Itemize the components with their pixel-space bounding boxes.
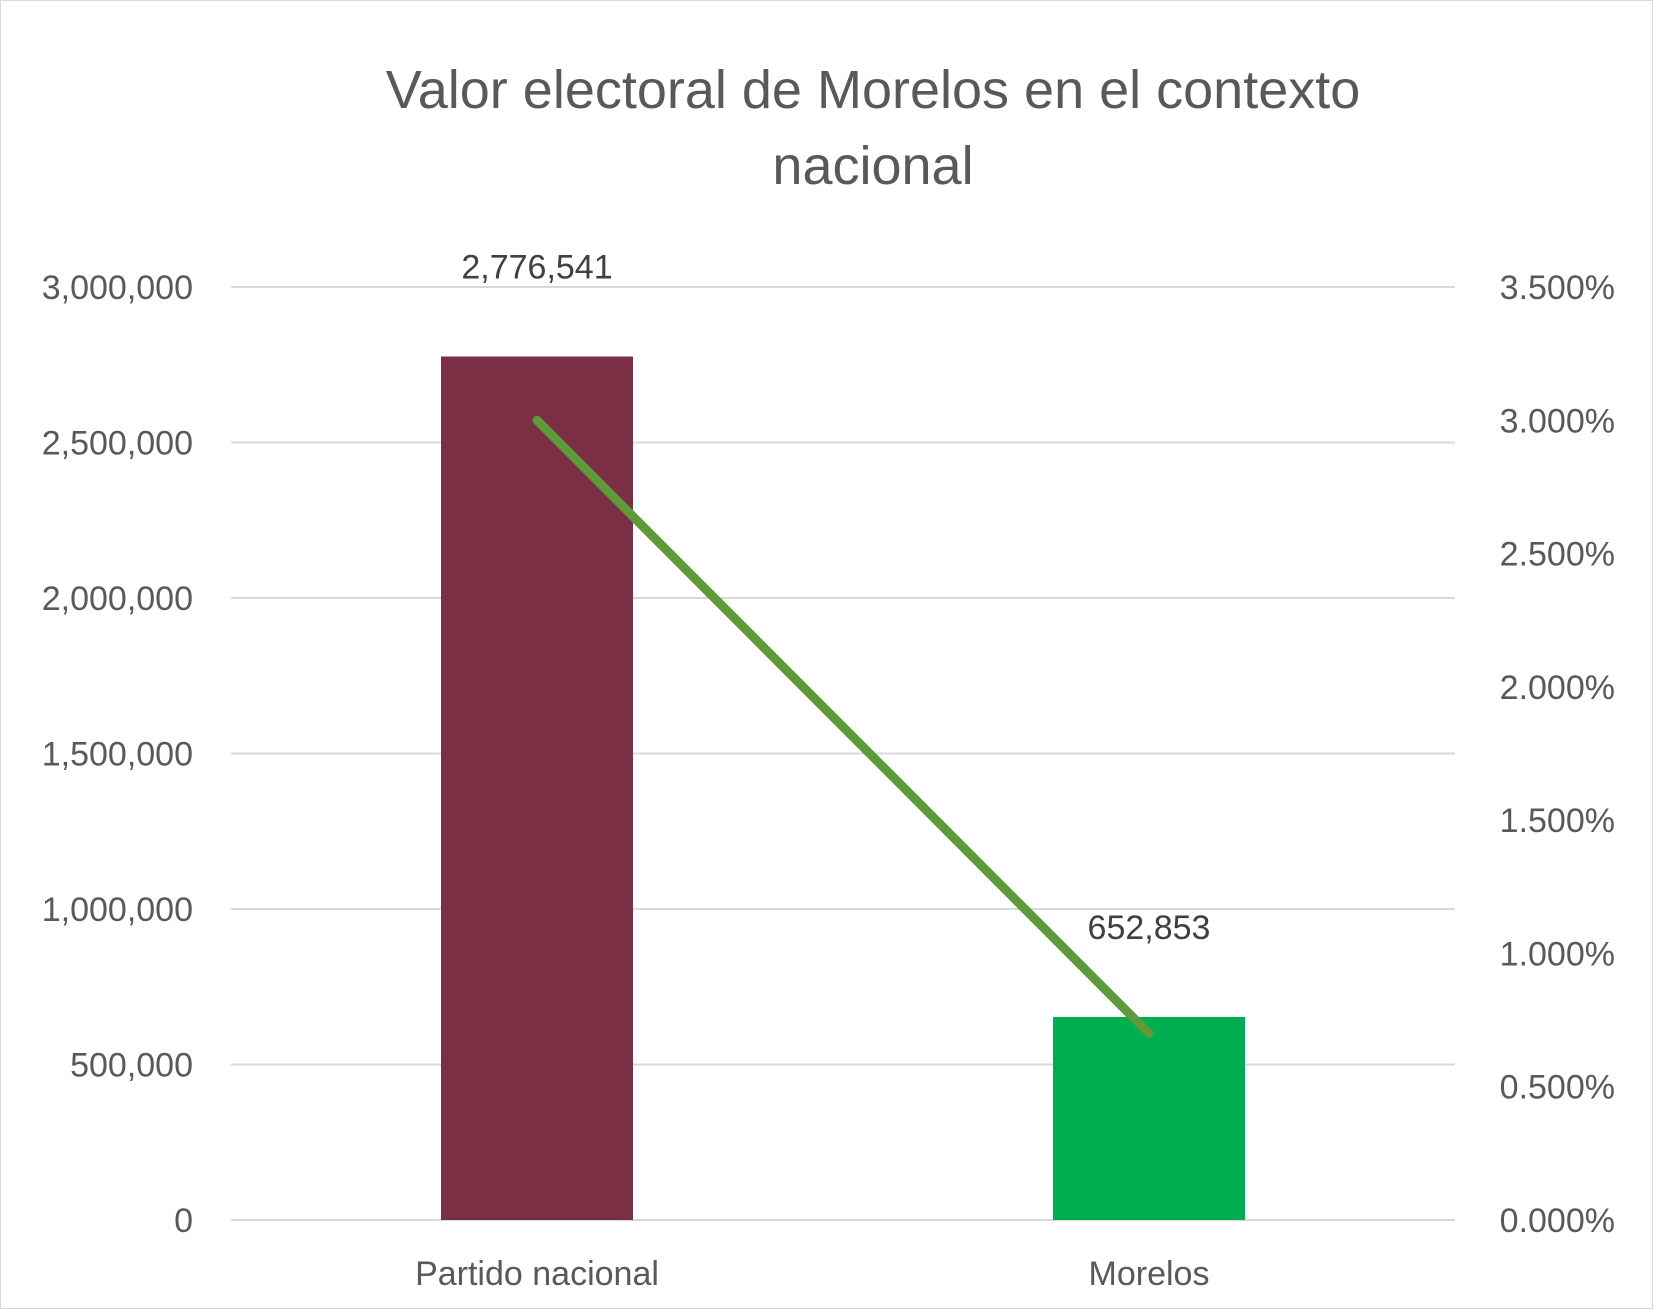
left-axis-tick-label: 3,000,000 — [42, 269, 193, 307]
chart-title-line-1: Valor electoral de Morelos en el context… — [386, 60, 1361, 120]
category-labels: Partido nacional Morelos — [415, 1255, 1209, 1293]
data-labels: 2,776,541 652,853 — [461, 248, 1210, 946]
right-axis-tick-label: 2.000% — [1500, 669, 1615, 707]
right-axis-tick-label: 0.500% — [1500, 1069, 1615, 1107]
right-axis-tick-label: 1.000% — [1500, 935, 1615, 973]
left-axis-tick-label: 1,000,000 — [42, 891, 193, 929]
bar-series — [441, 356, 1245, 1221]
left-axis-tick-label: 1,500,000 — [42, 736, 193, 774]
left-axis-tick-labels: 0 500,000 1,000,000 1,500,000 2,000,000 2,500… — [42, 269, 193, 1240]
chart-title: Valor electoral de Morelos en el context… — [386, 60, 1361, 196]
bar-data-label: 652,853 — [1088, 909, 1211, 947]
gridlines — [231, 286, 1455, 1221]
line-series — [532, 415, 1154, 1038]
category-label: Partido nacional — [415, 1255, 659, 1293]
chart-title-line-2: nacional — [772, 136, 973, 196]
category-label: Morelos — [1089, 1255, 1210, 1293]
left-axis-tick-label: 2,500,000 — [42, 425, 193, 463]
line-series-path — [532, 415, 1154, 1038]
right-axis-tick-label: 3.000% — [1500, 402, 1615, 440]
bar — [441, 356, 633, 1221]
left-axis-tick-label: 500,000 — [70, 1047, 193, 1085]
bar-data-label: 2,776,541 — [461, 248, 612, 286]
right-axis-tick-label: 3.500% — [1500, 269, 1615, 307]
right-axis-tick-label: 0.000% — [1500, 1202, 1615, 1240]
left-axis-tick-label: 0 — [174, 1202, 193, 1240]
left-axis-tick-label: 2,000,000 — [42, 580, 193, 618]
right-axis-tick-label: 1.500% — [1500, 802, 1615, 840]
right-axis-tick-labels: 0.000% 0.500% 1.000% 1.500% 2.000% 2.500% 3.00… — [1500, 269, 1615, 1240]
right-axis-tick-label: 2.500% — [1500, 536, 1615, 574]
bar — [1053, 1016, 1245, 1220]
